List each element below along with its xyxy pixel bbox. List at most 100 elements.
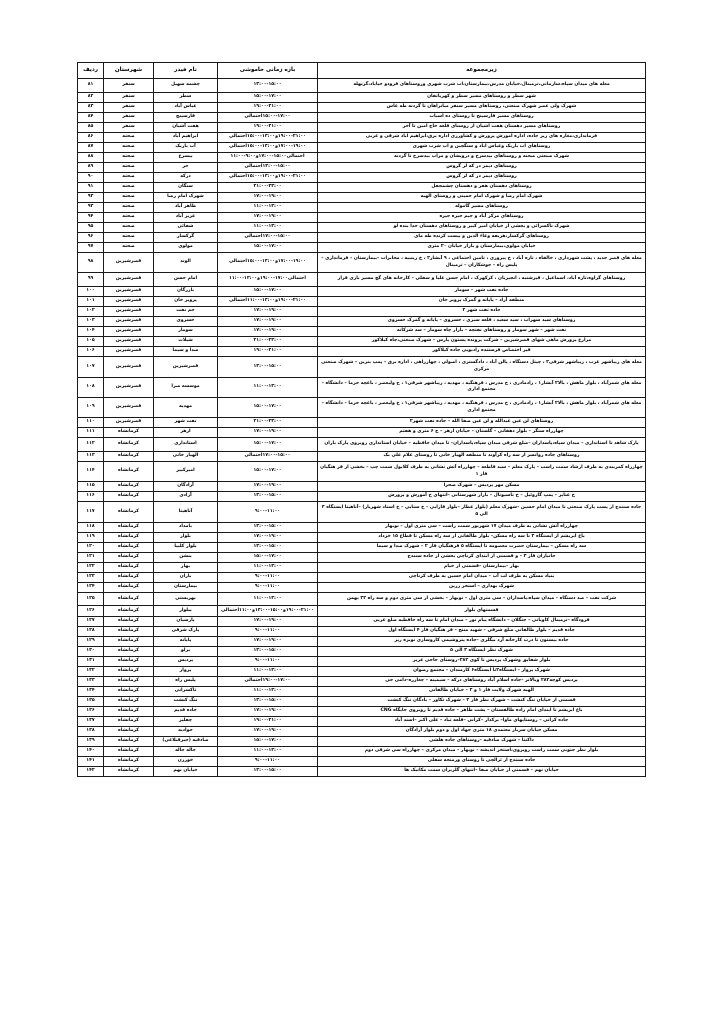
cell-feeder: صادقیه (جبرقبلاغی)	[153, 735, 218, 747]
cell-desc: شهرک پرواز – ایستگاه۲تا ایستگاه۶ کارمندا…	[317, 665, 646, 677]
cell-feeder: آناهیتا	[153, 501, 218, 523]
cell-shahrestan: سنقر	[103, 121, 154, 133]
cell-time: ۱۵:۰۰-۱۷:۰۰	[217, 286, 318, 298]
table-row: چهارراه کمربندی به طرف ارشاد سمت راست – …	[77, 460, 646, 483]
cell-shahrestan: کرمانشاه	[103, 551, 154, 563]
cell-time: ۱۳:۰۰-۱۵:۰۰	[217, 645, 318, 657]
cell-radif: ۱۱۱	[77, 427, 104, 439]
cell-radif: ۹۶	[77, 231, 104, 244]
cell-radif: ۱۳۰	[77, 645, 104, 657]
cell-desc: روستاهای گرکسار،هریفه وعاء الدین و بیست …	[317, 231, 646, 244]
cell-desc: شهرک ناکسرائی و بخشی از خیابان امیر کبیر…	[317, 221, 646, 233]
cell-shahrestan: سنقر	[103, 111, 154, 123]
cell-desc: باغ ابریشم تا ابتدای امام زاده طالقستان …	[317, 705, 646, 717]
cell-desc: روستاهای دیمر در که لر گروس	[317, 171, 646, 183]
cell-feeder: خیابان نهم	[153, 765, 218, 778]
cell-feeder: ابراهیم آباد	[153, 131, 218, 143]
cell-desc: سه راه مسکن – بیمارستان حضرت معصومه تا ا…	[317, 541, 646, 553]
cell-radif: ۸۹	[77, 161, 104, 173]
cell-radif: ۱۳۲	[77, 665, 104, 677]
cell-time: ۱۷:۰۰-۱۹:۰۰	[217, 306, 318, 318]
cell-shahrestan: قصرشیرین	[103, 326, 154, 338]
table-row: شهرک امام رضا و شهرک امام خمینی و روستای…	[77, 191, 646, 203]
cell-radif: ۸۳	[77, 101, 104, 113]
cell-feeder: مهدیه	[153, 396, 218, 419]
table-row: خیابان مولوی،بیمارستان و بازار خیابان ۲۰…	[77, 242, 646, 254]
cell-feeder: جاده قدیم	[153, 705, 218, 717]
column-header-desc: زیرمجموعه	[317, 62, 646, 79]
cell-time: ۱۷:۰۰-۱۹:۰۰	[217, 481, 318, 493]
column-header-shahrestan: شهرستان	[103, 62, 154, 79]
cell-shahrestan: کرمانشاه	[103, 655, 154, 667]
cell-shahrestan: کرمانشاه	[103, 725, 154, 737]
cell-time: ۱۱:۰۰-۱۳:۰۰	[217, 221, 318, 233]
cell-radif: ۱۰۰	[77, 286, 104, 298]
cell-feeder: ظاهر آباد	[153, 201, 218, 213]
cell-shahrestan: کرمانشاه	[103, 695, 154, 707]
cell-feeder: جم نفت	[153, 306, 218, 318]
cell-radif: ۱۱۹	[77, 531, 104, 543]
cell-shahrestan: کرمانشاه	[103, 755, 154, 767]
cell-desc: جاده سنندج از پست پارک صنعتی تا میدان ام…	[317, 501, 646, 523]
cell-radif: ۱۳۸	[77, 725, 104, 737]
cell-shahrestan: کرمانشاه	[103, 427, 154, 439]
cell-time: ۱۹:۰۰-۲۱:۰۰و۱۳:۰۰-۱۵:۰۰احتمالی	[217, 131, 318, 143]
cell-shahrestan: صحنه	[103, 171, 154, 183]
cell-radif: ۹۴	[77, 211, 104, 223]
cell-radif: ۱۱۶	[77, 491, 104, 503]
cell-desc: چهارراه کمربندی به طرف ارشاد سمت راست – …	[317, 460, 646, 483]
cell-feeder: بیسرع	[153, 151, 218, 163]
cell-radif: ۱۲۲	[77, 561, 104, 573]
cell-desc: معله های شمرآباد ، بلوار ماهش ، بالا۲ آب…	[317, 396, 646, 419]
cell-desc: روستاهای گراوه،تازه آباد، اسماعیل ، قیرش…	[317, 272, 646, 288]
cell-shahrestan: صحنه	[103, 151, 154, 163]
cell-time: ۱۱:۰۰-۱۳:۰۰	[217, 685, 318, 697]
table-row: الهیه شهرک ولایت فاز ۱ و ۲ – خیابان طالق…	[77, 685, 646, 697]
table-row: روستاهای گراوه،تازه آباد، اسماعیل ، قیرش…	[77, 272, 646, 288]
cell-shahrestan: صحنه	[103, 131, 154, 143]
cell-radif: ۱۲۵	[77, 591, 104, 607]
cell-feeder: عزیز آباد	[153, 211, 218, 223]
cell-shahrestan: کرمانشاه	[103, 735, 154, 747]
table-row: پارک شاهد تا استانداری – میدان سپاه،پاسد…	[77, 437, 646, 452]
cell-radif: ۹۱	[77, 181, 104, 193]
table-row: روستاهای مرکز آباد و جیم جیره جیره ۱۷:۰۰-…	[77, 211, 646, 223]
cell-radif: ۱۱۸	[77, 521, 104, 533]
cell-time: ۱۳:۰۰-۱۵:۰۰	[217, 356, 318, 378]
table-row: روستاهای لن عین عبدالله و لن عین صفا الل…	[77, 417, 646, 429]
cell-desc: منطقه آزاد – پایانه و گمرک پرویز خان	[317, 296, 646, 308]
cell-shahrestan: قصرشیرین	[103, 336, 154, 348]
cell-desc: شهرک ولی عصر شهرک صنعتی، روستاهای مسیر س…	[317, 101, 646, 113]
cell-shahrestan: سنقر	[103, 91, 154, 103]
cell-shahrestan: صحنه	[103, 221, 154, 233]
table-row: قسمتی از خیابان تنگ کنشت – شهرک نظر فاز …	[77, 695, 646, 707]
cell-feeder: تاکسرانی	[153, 685, 218, 697]
cell-time: ۱۷:۰۰-۱۹:۰۰	[217, 427, 318, 439]
cell-desc: چهارراه سنگر – بلوار دهقانی – گلستان – خ…	[317, 427, 646, 439]
table-row: روستاهای مسیر گاموله ۱۱:۰۰-۱۳:۰۰ ظاهر آباد…	[77, 201, 646, 213]
table-row: باغ ابریشم از ایستگاه ۲ تا سه راه مسکن– …	[77, 531, 646, 543]
cell-time: ۲۱:۰۰-۲۳:۰۰	[217, 336, 318, 348]
cell-radif: ۱۴۱	[77, 755, 104, 767]
cell-radif: ۱۲۱	[77, 551, 104, 563]
cell-shahrestan: کرمانشاه	[103, 745, 154, 757]
cell-feeder: الوند	[153, 252, 218, 274]
table-row: بلوار نظر جنوبی سمت راست روبروی،استخر ان…	[77, 745, 646, 757]
cell-feeder: استانداری	[153, 437, 218, 452]
table-row: بلوار شقایق وشهرک پردیس تا کوی ۲۸۲–روستا…	[77, 655, 646, 667]
table-row: معله های زیباشهر غرب ، زیباشهر شرقی۲ ، چ…	[77, 356, 646, 378]
cell-time: ۲۱:۰۰-۲۳:۰۰	[217, 181, 318, 193]
cell-shahrestan: قصرشیرین	[103, 272, 154, 288]
cell-radif: ۱۳۳	[77, 675, 104, 687]
cell-time: ۱۷:۰۰-۱۵:۰۰احتمالی	[217, 231, 318, 244]
cell-shahrestan: سنقر	[103, 101, 154, 113]
cell-feeder: پردیس	[153, 655, 218, 667]
cell-desc: مزارع پرورش ماهی شهای قصرشیرین – شرکت پر…	[317, 336, 646, 348]
cell-feeder: سنگان	[153, 181, 218, 193]
cell-time: ۱۷:۰۰-۱۵:۰۰احتمالی	[217, 450, 318, 462]
cell-radif: ۸۶	[77, 131, 104, 143]
cell-shahrestan: صحنه	[103, 201, 154, 213]
cell-time: ۹:۰۰-۱۱:۰۰	[217, 655, 318, 667]
cell-radif: ۹۹	[77, 272, 104, 288]
table-row: شهرک ناکسرائی و بخشی از خیابان امیر کبیر…	[77, 221, 646, 233]
